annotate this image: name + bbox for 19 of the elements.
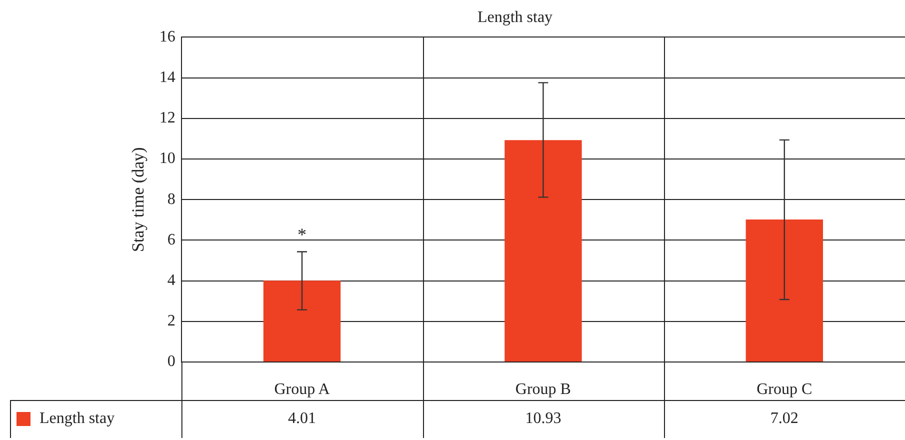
chart-title: Length stay [477, 8, 553, 26]
y-tick-label: 10 [159, 150, 176, 168]
y-tick-label: 0 [167, 353, 176, 370]
y-tick-label: 2 [167, 312, 176, 330]
data-label: 4.01 [288, 410, 316, 428]
y-tick-label: 16 [159, 28, 176, 46]
legend-label: Length stay [40, 410, 115, 428]
y-axis-title: Stay time (day) [128, 147, 148, 252]
annotation: * [298, 224, 306, 245]
y-tick-label: 4 [167, 272, 176, 290]
y-tick-label: 6 [167, 231, 176, 248]
data-label: 7.02 [770, 410, 798, 428]
x-tick-label: Group A [274, 380, 330, 398]
y-tick-label: 14 [159, 69, 176, 86]
x-tick-label: Group C [756, 380, 812, 398]
x-tick-label: Group B [515, 380, 571, 398]
y-tick-label: 12 [159, 110, 176, 127]
data-label: 10.93 [525, 410, 562, 428]
y-tick-label: 8 [167, 190, 176, 208]
